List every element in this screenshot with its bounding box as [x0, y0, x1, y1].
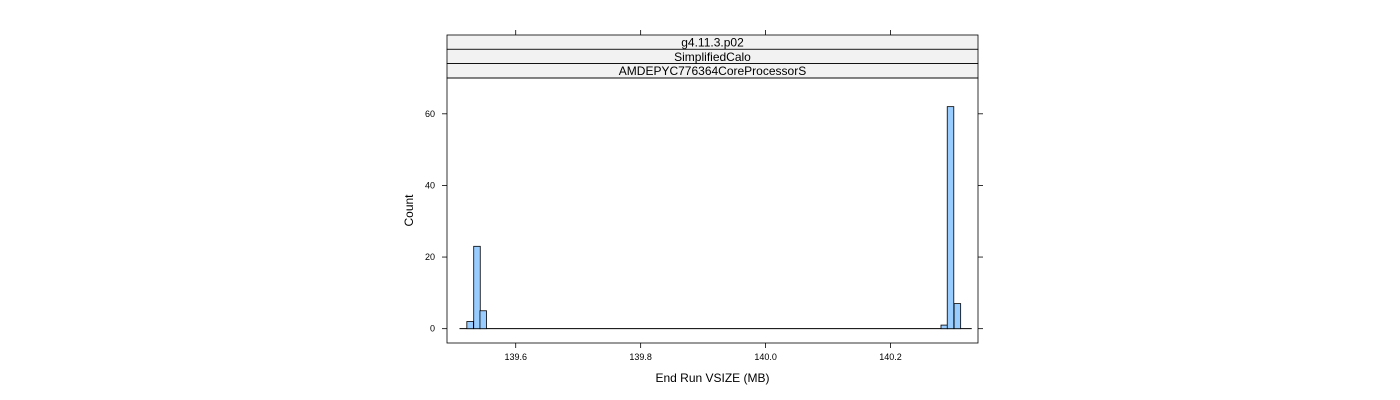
strip-1-label: g4.11.3.p02 — [681, 36, 744, 50]
x-tick-label: 140.0 — [754, 352, 777, 362]
strip-panel-2: SimplifiedCalo — [446, 48, 979, 64]
histogram-bar — [953, 303, 962, 330]
y-tick-label: 40 — [425, 180, 435, 190]
y-tick-label: 20 — [425, 252, 435, 262]
y-tick-label: 60 — [425, 109, 435, 119]
strip-3-label: AMDEPYC776364CoreProcessorS — [619, 64, 806, 78]
x-tick-label: 140.2 — [879, 352, 902, 362]
strip-panel-3: AMDEPYC776364CoreProcessorS — [446, 63, 979, 79]
strip-2-label: SimplifiedCalo — [674, 50, 751, 64]
histogram-bar — [466, 321, 474, 330]
histogram-bar — [940, 324, 948, 330]
histogram-bar — [946, 106, 955, 330]
histogram-bar — [473, 245, 481, 330]
histogram-bar — [479, 310, 487, 330]
strip-panel-1: g4.11.3.p02 — [446, 34, 979, 50]
x-axis-label: End Run VSIZE (MB) — [655, 371, 769, 385]
y-tick-label: 0 — [430, 324, 435, 334]
x-axis-ticks: 139.6 139.8 140.0 140.2 — [504, 30, 902, 362]
x-tick-label: 139.8 — [629, 352, 652, 362]
y-axis-label: Count — [402, 194, 416, 227]
histogram-bars — [466, 106, 962, 330]
plot-panel-border — [446, 77, 979, 344]
x-tick-label: 139.6 — [504, 352, 527, 362]
y-axis-ticks: 0 20 40 60 — [425, 109, 983, 334]
